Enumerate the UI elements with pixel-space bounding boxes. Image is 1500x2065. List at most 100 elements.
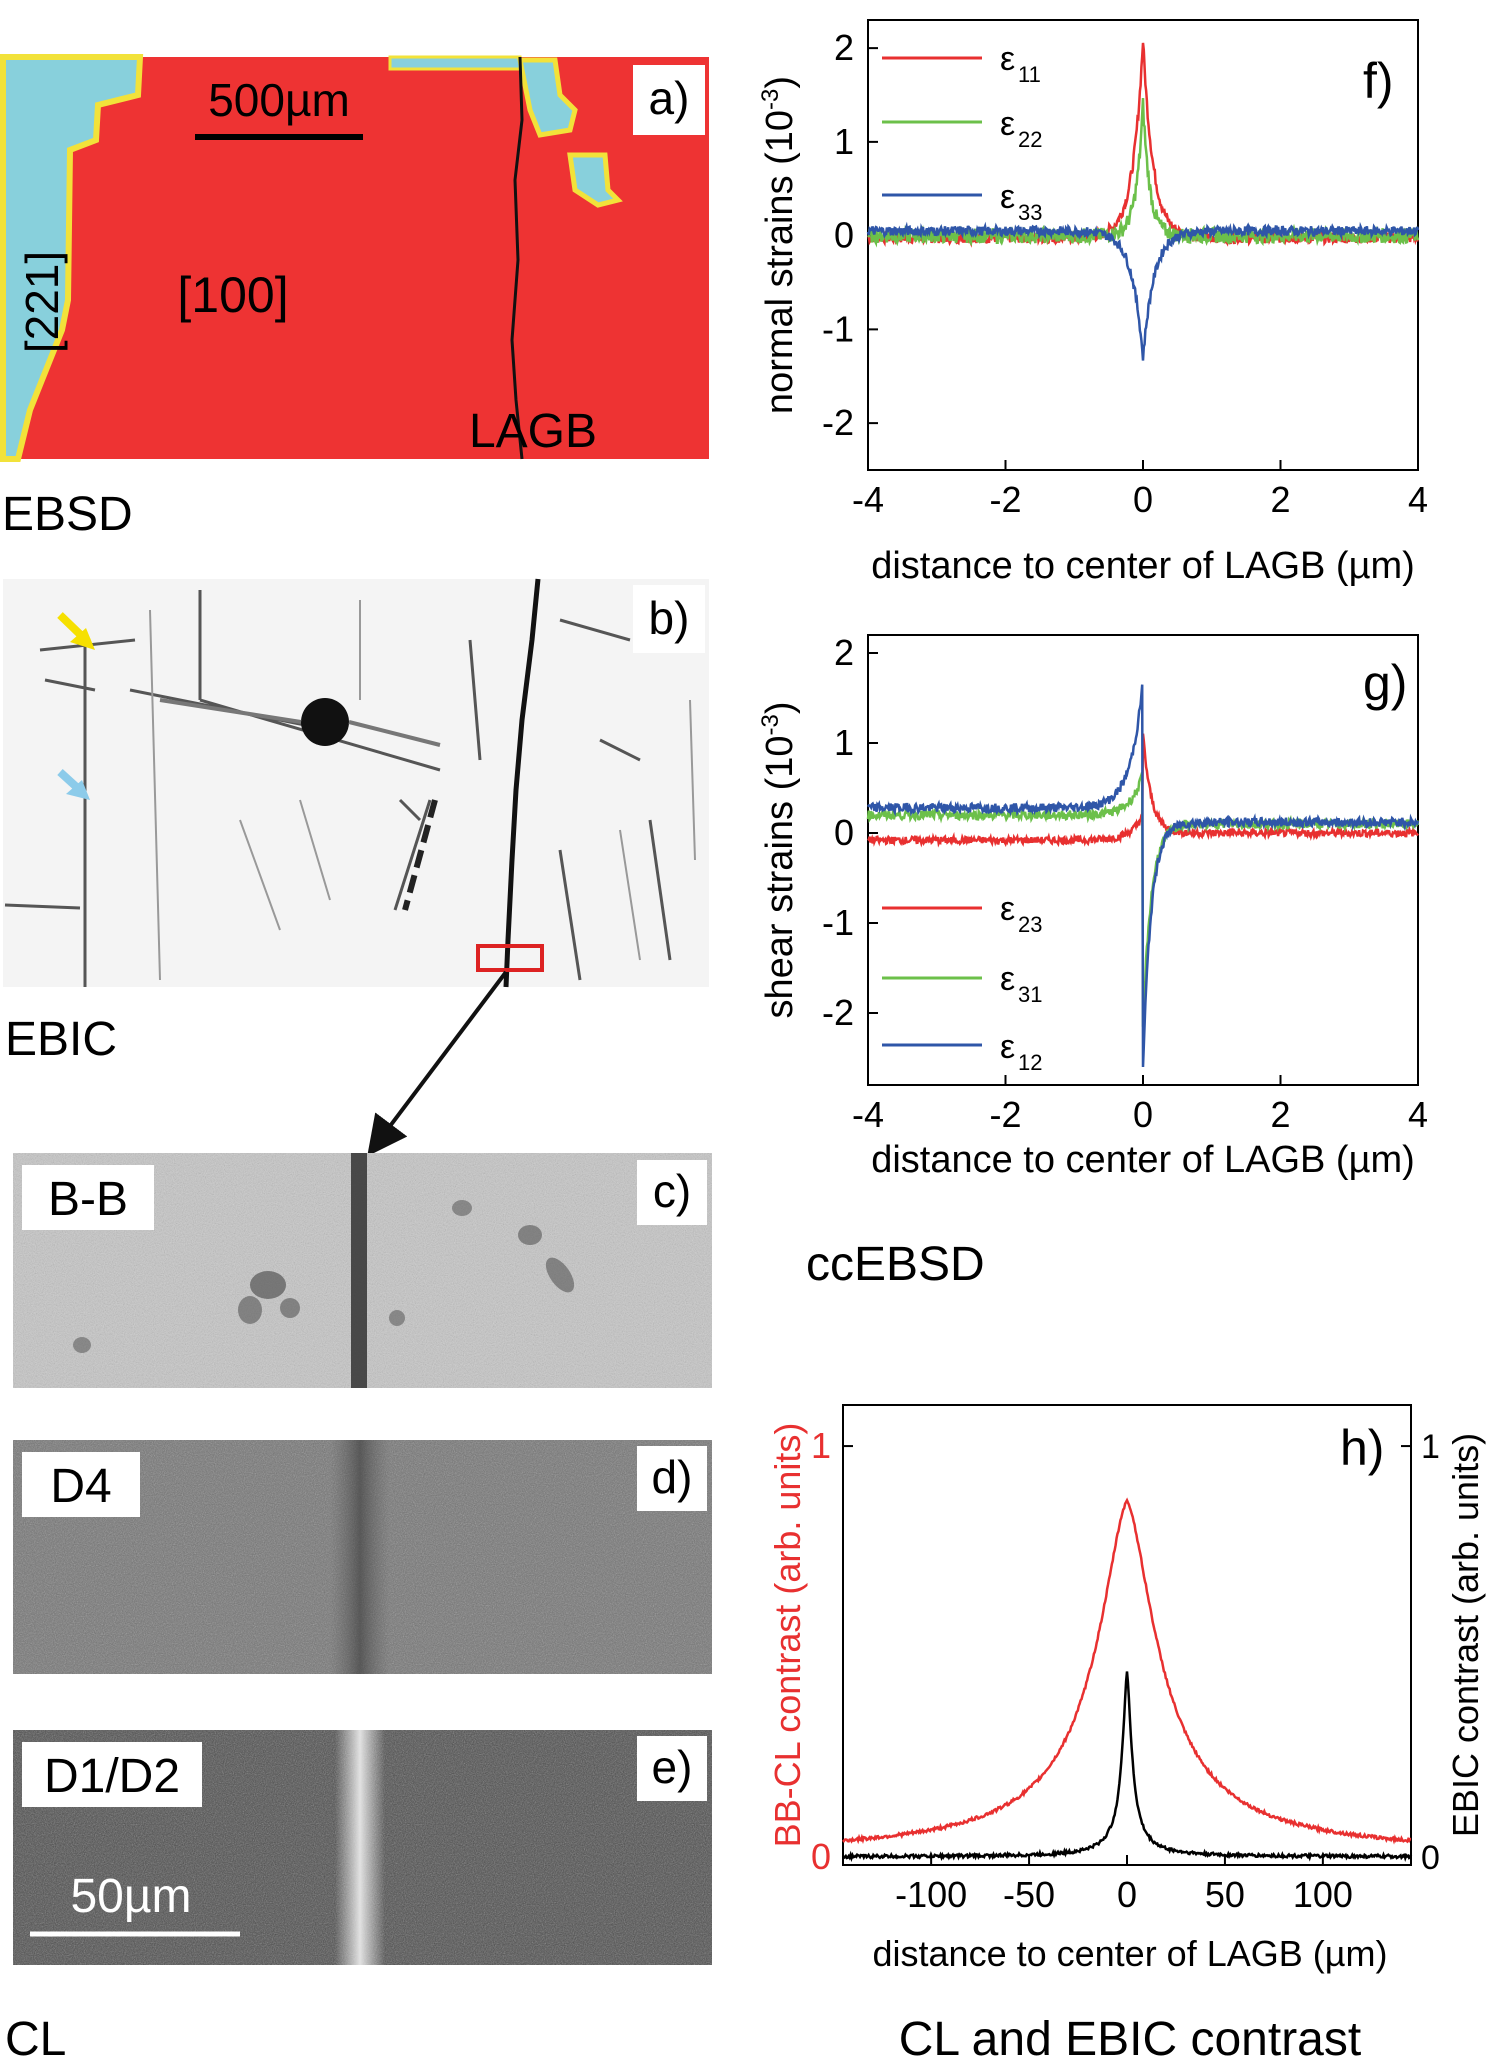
legend-e22-symbol: ε: [1000, 105, 1015, 143]
chart-f-ticks: -4 -2 0 2 4 -2 -1 0 1 2: [822, 27, 1428, 520]
y-tick-label: -2: [822, 402, 854, 443]
panel-c-label-bg: [22, 1165, 154, 1230]
chart-h-ticks: -100 -50 0 50 100 0 1 0 1: [811, 1425, 1440, 1915]
blue-arrow-head-icon: [66, 780, 90, 800]
legend-e33-sub: 33: [1018, 200, 1042, 225]
ebsd-grain-top: [388, 55, 522, 71]
zoom-arrow: [367, 970, 508, 1157]
panel-a-tag: a): [649, 72, 690, 124]
y-tick-label-right: 0: [1421, 1839, 1440, 1877]
legend-e33-symbol: ε: [1000, 178, 1015, 216]
chart-f-ylabel-close: ): [759, 76, 801, 89]
legend-e23-sub: 23: [1018, 912, 1042, 937]
y-tick-label: 1: [834, 121, 854, 162]
y-tick-label: 2: [834, 632, 854, 673]
ebsd-label-lagb: LAGB: [469, 405, 597, 458]
chart-f-legend: ε 11 ε 22 ε 33: [882, 40, 1042, 225]
chart-h-xlabel: distance to center of LAGB (µm): [873, 1933, 1388, 1974]
series-ε11-line: [867, 42, 1420, 248]
x-tick-label: -2: [989, 1094, 1021, 1135]
panel-b-ebic: b) EBIC: [3, 578, 709, 1157]
ebic-short-defect: [402, 799, 438, 911]
panel-d-d4: D4 d): [13, 1440, 712, 1674]
cl-ebic-caption: CL and EBIC contrast: [899, 2013, 1361, 2065]
panel-c-label: B-B: [48, 1173, 128, 1226]
legend-e22-sub: 22: [1018, 127, 1042, 152]
y-tick-label-right: 1: [1421, 1428, 1440, 1466]
d4-dark-band: [330, 1440, 390, 1674]
legend-e12-symbol: ε: [1000, 1028, 1015, 1066]
chart-f-tag: f): [1363, 53, 1394, 109]
chart-f-frame: [867, 19, 1419, 471]
ebic-caption: EBIC: [5, 1013, 117, 1066]
ebsd-scalebar-label: 500µm: [208, 74, 350, 126]
ebsd-label-221: [221]: [16, 251, 68, 353]
chart-f-ylabel: normal strains (10-3): [757, 76, 801, 414]
panel-d-tag: d): [652, 1451, 693, 1503]
x-tick-label: 2: [1270, 479, 1290, 520]
x-tick-label: -4: [852, 1094, 884, 1135]
bb-dark-blob: [389, 1310, 405, 1326]
legend-e11-sub: 11: [1018, 62, 1041, 87]
x-tick-label: 4: [1408, 479, 1428, 520]
panel-e-label: D1/D2: [44, 1750, 180, 1803]
bb-dark-blob: [280, 1298, 300, 1318]
chart-h-frame: [842, 1404, 1412, 1866]
panel-e-d1d2: D1/D2 e) 50µm: [13, 1730, 712, 1965]
y-tick-label: 2: [834, 27, 854, 68]
panel-b-tag: b): [649, 592, 690, 644]
chart-f-ylabel-exp: -3: [757, 89, 784, 110]
ebsd-map-background: [3, 57, 709, 459]
y-tick-label: 1: [834, 722, 854, 763]
series-EBIC-line: [841, 1671, 1413, 1863]
x-tick-label: -2: [989, 479, 1021, 520]
ebic-roi-box: [476, 944, 544, 972]
ebic-map-background: [3, 579, 709, 987]
chart-g-ylabel-exp: -3: [757, 714, 784, 735]
y-tick-label-left: 0: [811, 1836, 831, 1877]
ebic-defect-spot: [301, 698, 349, 746]
y-tick-label-left: 1: [811, 1425, 831, 1466]
chart-g-ylabel-main: shear strains (10: [759, 735, 801, 1018]
panel-d-label-bg: [22, 1452, 140, 1517]
ebsd-grain-right-2: [567, 152, 623, 208]
ebsd-lagb-line: [510, 56, 524, 460]
chart-g-ylabel: shear strains (10-3): [757, 701, 801, 1018]
ccebsd-caption: ccEBSD: [806, 1238, 985, 1291]
legend-e11-symbol: ε: [1000, 40, 1015, 78]
series-ε12-line: [866, 684, 1420, 1068]
legend-e12-sub: 12: [1018, 1050, 1042, 1075]
x-tick-label: -4: [852, 479, 884, 520]
chart-g-xlabel: distance to center of LAGB (µm): [871, 1139, 1415, 1181]
x-tick-label: 50: [1205, 1874, 1245, 1915]
chart-g-ylabel-close: ): [759, 701, 801, 714]
chart-h-tag: h): [1340, 1420, 1384, 1476]
bb-dark-blob: [73, 1337, 91, 1353]
x-tick-label: 2: [1270, 1094, 1290, 1135]
chart-f-normal-strains: -4 -2 0 2 4 -2 -1 0 1 2 ε 11 ε 22 ε 33 f) normal …: [757, 19, 1428, 587]
panel-d-label: D4: [50, 1460, 111, 1513]
panel-c-bb: B-B c): [13, 1153, 712, 1388]
chart-f-ylabel-main: normal strains (10: [759, 110, 801, 414]
x-tick-label: 0: [1117, 1874, 1137, 1915]
ebsd-grain-right-1: [516, 57, 578, 138]
chart-h-ylabel-right: EBIC contrast (arb. units): [1445, 1433, 1486, 1837]
series-ε22-line: [867, 98, 1420, 248]
bb-dark-blob: [518, 1225, 542, 1245]
ebic-lagb-line: [503, 578, 541, 988]
y-tick-label: 0: [834, 215, 854, 256]
ebsd-label-100: [100]: [177, 267, 288, 323]
chart-g-legend: ε 23 ε 31 ε 12: [882, 890, 1042, 1075]
x-tick-label: 0: [1133, 1094, 1153, 1135]
chart-g-series: [866, 684, 1420, 1068]
y-tick-label: -1: [822, 902, 854, 943]
x-tick-label: 100: [1293, 1874, 1353, 1915]
d1d2-scalebar-label: 50µm: [70, 1870, 191, 1923]
ebsd-grain-221: [0, 54, 144, 462]
x-tick-label: -50: [1003, 1874, 1055, 1915]
panel-b-tag-bg: [633, 585, 705, 653]
y-tick-label: -1: [822, 308, 854, 349]
panel-e-label-bg: [22, 1742, 202, 1807]
